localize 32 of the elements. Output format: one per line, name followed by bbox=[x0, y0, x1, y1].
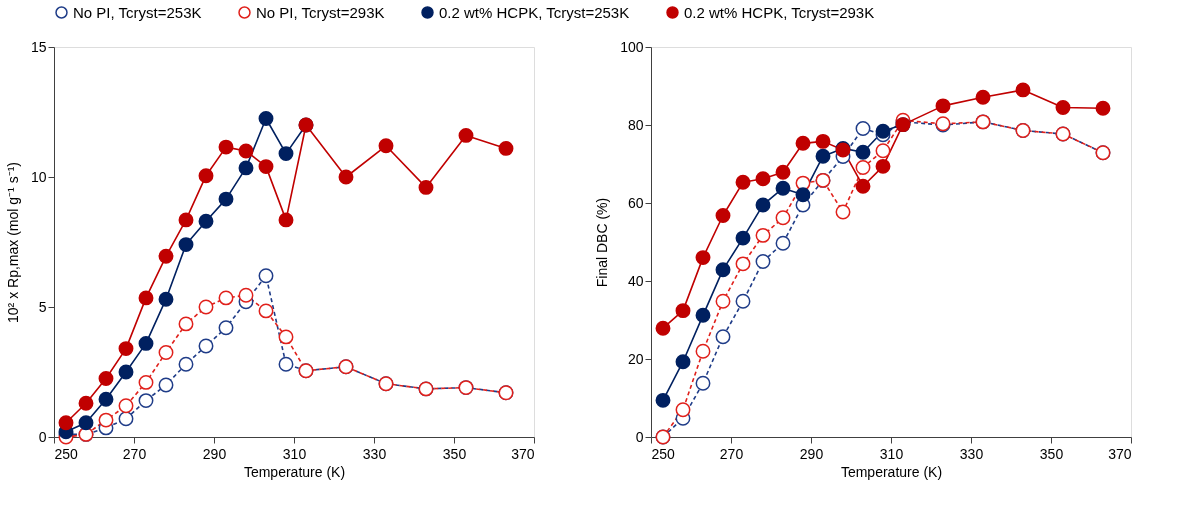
x-tick-label: 310 bbox=[879, 445, 904, 462]
x-axis-title: Temperature (K) bbox=[243, 463, 346, 480]
x-tick-label: 370 bbox=[511, 445, 535, 462]
legend-label: No PI, Tcryst=293K bbox=[256, 3, 385, 21]
legend-label: 0.2 wt% HCPK, Tcryst=293K bbox=[684, 3, 875, 21]
x-tick-label: 270 bbox=[719, 445, 744, 462]
y-tick-label: 40 bbox=[627, 272, 644, 289]
x-tick-label: 330 bbox=[959, 445, 984, 462]
x-tick-label: 290 bbox=[202, 445, 227, 462]
x-axis-title: Temperature (K) bbox=[840, 463, 943, 480]
legend-label: 0.2 wt% HCPK, Tcryst=253K bbox=[439, 3, 630, 21]
x-tick-label: 270 bbox=[122, 445, 147, 462]
x-tick-label: 250 bbox=[54, 445, 79, 462]
x-tick-label: 350 bbox=[1039, 445, 1064, 462]
legend-label: No PI, Tcryst=253K bbox=[73, 3, 202, 21]
x-tick-label: 250 bbox=[651, 445, 676, 462]
x-tick-label: 290 bbox=[799, 445, 824, 462]
y-axis-title: Final DBC (%) bbox=[594, 197, 611, 288]
x-tick-label: 350 bbox=[442, 445, 467, 462]
y-tick-label: 0 bbox=[38, 428, 47, 445]
y-tick-label: 60 bbox=[627, 194, 644, 211]
x-tick-label: 310 bbox=[282, 445, 307, 462]
y-axis-title: 10² x Rp,max (mol g⁻¹ s⁻¹) bbox=[4, 162, 21, 323]
y-tick-label: 5 bbox=[38, 298, 47, 315]
y-tick-label: 10 bbox=[30, 168, 47, 185]
x-tick-label: 330 bbox=[362, 445, 387, 462]
y-tick-label: 0 bbox=[635, 428, 644, 445]
y-tick-label: 15 bbox=[30, 38, 47, 55]
x-tick-label: 370 bbox=[1108, 445, 1132, 462]
y-tick-label: 20 bbox=[627, 350, 644, 367]
y-tick-label: 80 bbox=[627, 116, 644, 133]
y-tick-label: 100 bbox=[620, 38, 644, 55]
